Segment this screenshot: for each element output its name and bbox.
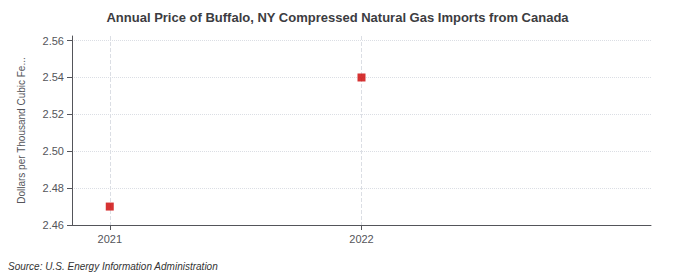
- svg-text:Dollars per Thousand Cubic Fe.: Dollars per Thousand Cubic Fe...: [16, 57, 27, 204]
- svg-text:2.50: 2.50: [43, 145, 64, 157]
- svg-text:2.52: 2.52: [43, 108, 64, 120]
- svg-text:Annual Price of Buffalo, NY Co: Annual Price of Buffalo, NY Compressed N…: [106, 10, 569, 25]
- svg-text:2.56: 2.56: [43, 35, 64, 47]
- svg-text:2.54: 2.54: [43, 71, 64, 83]
- svg-text:Source: U.S. Energy Informatio: Source: U.S. Energy Information Administ…: [8, 261, 218, 272]
- svg-text:2021: 2021: [98, 233, 122, 245]
- svg-text:2.46: 2.46: [43, 219, 64, 231]
- svg-text:2022: 2022: [349, 233, 373, 245]
- svg-text:2.48: 2.48: [43, 182, 64, 194]
